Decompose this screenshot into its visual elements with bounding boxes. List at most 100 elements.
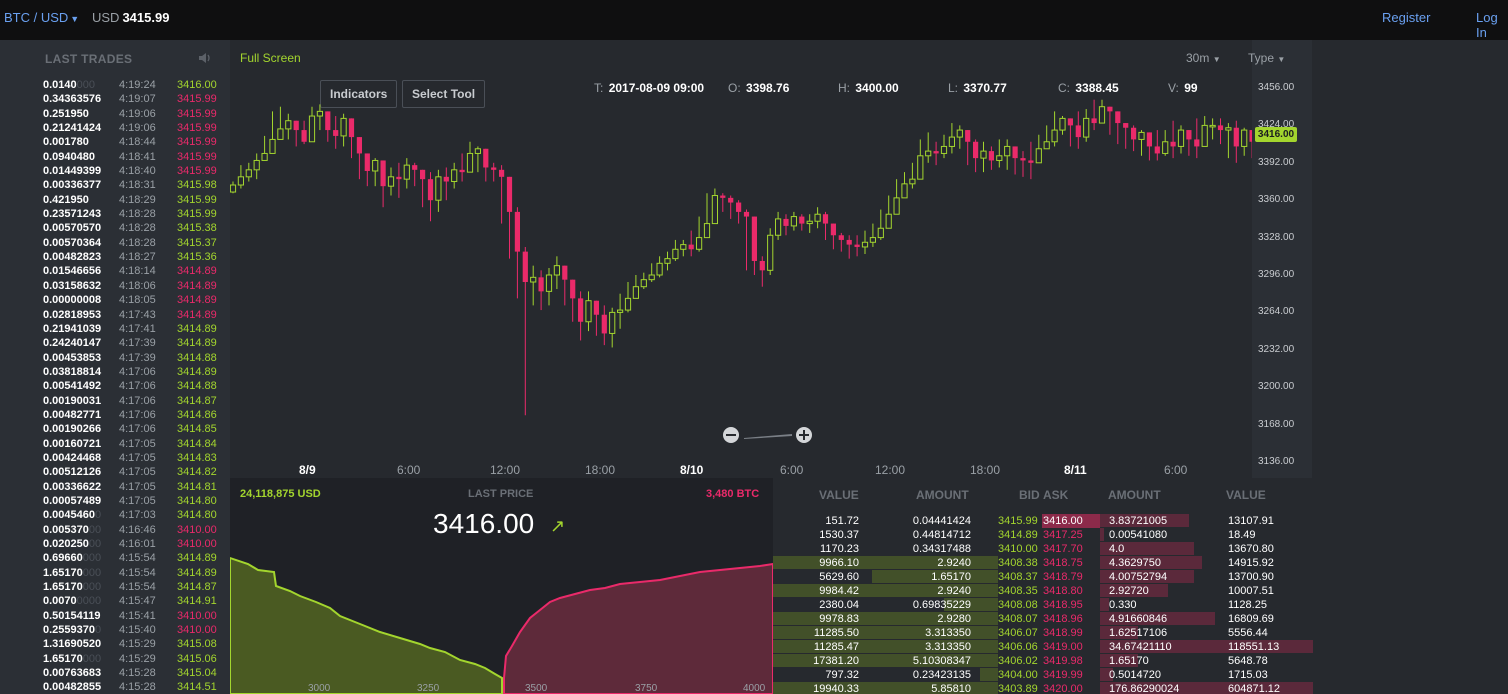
trade-time: 4:18:27 <box>119 251 156 264</box>
select-tool-button[interactable]: Select Tool <box>402 80 486 108</box>
candle-body <box>728 197 734 203</box>
zoom-slider[interactable] <box>720 426 820 444</box>
trade-amount: 0.00454600 <box>43 509 102 522</box>
trade-row: 0.21241424 4:19:06 3415.99 <box>0 121 230 135</box>
trade-amount-padding: 00 <box>88 538 102 550</box>
book-ask-price[interactable]: 3418.99 <box>1043 627 1083 639</box>
trade-price: 3414.89 <box>177 337 217 350</box>
trade-price: 3414.82 <box>177 466 217 479</box>
order-book-row[interactable]: 9984.42 2.9240 2.92720 10007.51 3408.35 3418.… <box>773 584 1313 598</box>
candle-body <box>1138 131 1145 140</box>
right-panel <box>1313 40 1508 694</box>
trade-row: 0.03158632 4:18:06 3414.89 <box>0 279 230 293</box>
trade-amount: 1.65170000 <box>43 566 102 579</box>
book-bid-amount: 2.9240 <box>937 557 971 569</box>
speaker-icon[interactable] <box>198 51 212 65</box>
candle-body <box>1209 124 1216 128</box>
candle-body <box>1162 141 1169 154</box>
order-book-row[interactable]: 1170.23 0.34317488 4.0 13670.80 3410.00 3417.… <box>773 542 1313 556</box>
candlestick-chart[interactable] <box>230 80 1252 460</box>
book-bid-price[interactable]: 3408.37 <box>998 571 1038 583</box>
book-ask-price[interactable]: 3416.00 <box>1042 514 1100 528</box>
book-ask-amount: 2.92720 <box>1109 585 1149 597</box>
book-ask-price[interactable]: 3418.75 <box>1043 557 1083 569</box>
login-link[interactable]: Log In <box>1476 10 1498 40</box>
book-bid-price[interactable]: 3403.89 <box>998 683 1038 694</box>
trade-row: 0.421950 4:18:29 3415.99 <box>0 193 230 207</box>
trade-time: 4:15:40 <box>119 624 156 637</box>
order-book-row[interactable]: 17381.20 5.10308347 1.65170 5648.78 3406.02 3… <box>773 654 1313 668</box>
order-book-row[interactable]: 5629.60 1.65170 4.00752794 13700.90 3408.37 3… <box>773 570 1313 584</box>
trade-time: 4:15:47 <box>119 595 156 608</box>
trade-amount: 0.001780 <box>43 136 89 149</box>
book-ask-value: 118551.13 <box>1228 641 1280 653</box>
book-bid-value: 11285.50 <box>813 627 859 639</box>
trade-time: 4:16:01 <box>119 538 156 550</box>
ohlc-high: H: 3400.00 <box>838 81 899 95</box>
book-ask-price[interactable]: 3417.25 <box>1043 529 1083 541</box>
order-book-row[interactable]: 797.32 0.23423135 0.5014720 1715.03 3404.00 3… <box>773 668 1313 682</box>
book-bid-price[interactable]: 3410.00 <box>998 543 1038 555</box>
candle-body <box>1098 106 1106 124</box>
book-bid-value: 9966.10 <box>819 557 859 569</box>
trade-time: 4:15:54 <box>119 566 156 579</box>
book-ask-price[interactable]: 3417.70 <box>1043 543 1083 555</box>
book-ask-price[interactable]: 3418.95 <box>1043 599 1083 611</box>
trade-amount: 0.00336622 <box>43 480 102 493</box>
trade-time: 4:17:06 <box>119 365 156 378</box>
candle-body <box>648 274 655 281</box>
trade-time: 4:18:40 <box>119 165 156 178</box>
candle-body <box>308 115 316 143</box>
last-trades-header: LAST TRADES <box>0 40 230 78</box>
trade-row: 0.0140000 4:19:24 3416.00 <box>0 78 230 92</box>
book-bid-price[interactable]: 3415.99 <box>998 515 1038 527</box>
y-tick-label: 3392.00 <box>1258 156 1295 168</box>
book-ask-price[interactable]: 3418.79 <box>1043 571 1083 583</box>
candle-body <box>1075 125 1081 138</box>
book-bid-price[interactable]: 3414.89 <box>998 529 1038 541</box>
trade-price: 3414.81 <box>177 480 217 493</box>
book-bid-price[interactable]: 3404.00 <box>998 669 1038 681</box>
book-bid-price[interactable]: 3408.35 <box>998 585 1038 597</box>
book-bid-price[interactable]: 3406.06 <box>998 641 1038 653</box>
book-bid-price[interactable]: 3406.02 <box>998 655 1038 667</box>
book-header-ask: ASK <box>1043 488 1069 502</box>
book-ask-price[interactable]: 3419.00 <box>1043 641 1083 653</box>
order-book-row[interactable]: 151.72 0.04441424 3.83721005 13107.91 3415.9… <box>773 514 1313 528</box>
order-book-row[interactable]: 2380.04 0.69835229 0.330 1128.25 3408.08 3418… <box>773 598 1313 612</box>
x-tick-label: 6:00 <box>1164 463 1188 477</box>
order-book-row[interactable]: 11285.47 3.313350 34.67421110 118551.13 3406… <box>773 640 1313 654</box>
ask-depth-bar <box>1100 514 1190 527</box>
book-bid-price[interactable]: 3406.07 <box>998 627 1038 639</box>
register-link[interactable]: Register <box>1382 10 1431 25</box>
book-bid-price[interactable]: 3408.07 <box>998 613 1038 625</box>
book-ask-price[interactable]: 3419.98 <box>1043 655 1083 667</box>
chart-type-selector[interactable]: Type ▼ <box>1248 51 1285 65</box>
indicators-button[interactable]: Indicators <box>320 80 398 108</box>
book-ask-price[interactable]: 3418.96 <box>1043 613 1083 625</box>
book-bid-price[interactable]: 3408.08 <box>998 599 1038 611</box>
trade-price: 3410.00 <box>177 538 217 550</box>
trade-time: 4:17:03 <box>119 509 156 522</box>
fullscreen-link[interactable]: Full Screen <box>240 51 301 65</box>
book-ask-price[interactable]: 3419.99 <box>1043 669 1083 681</box>
order-book-row[interactable]: 11285.50 3.313350 1.62517106 5556.44 3406.07… <box>773 626 1313 640</box>
trade-row: 0.00482823 4:18:27 3415.36 <box>0 250 230 264</box>
pair-selector[interactable]: BTC / USD ▼ <box>4 10 79 25</box>
order-book-row[interactable]: 9966.10 2.9240 4.3629750 14915.92 3408.38 341… <box>773 556 1313 570</box>
trade-amount: 0.00160721 <box>43 437 102 450</box>
book-ask-value: 16809.69 <box>1228 613 1274 625</box>
order-book-row[interactable]: 19940.33 5.85810 176.86290024 604871.12 3403… <box>773 682 1313 694</box>
trade-price: 3416.00 <box>177 79 217 91</box>
trade-row: 1.65170000 4:15:29 3415.06 <box>0 652 230 666</box>
book-ask-price[interactable]: 3418.80 <box>1043 585 1083 597</box>
depth-chart[interactable] <box>230 478 773 694</box>
ask-depth-bar <box>1100 598 1109 611</box>
book-ask-price[interactable]: 3420.00 <box>1043 683 1083 694</box>
trade-row: 0.00453853 4:17:39 3414.88 <box>0 351 230 365</box>
book-bid-price[interactable]: 3408.38 <box>998 557 1038 569</box>
candle-body <box>933 151 939 154</box>
timeframe-selector[interactable]: 30m ▼ <box>1186 51 1221 65</box>
order-book-row[interactable]: 9978.83 2.9280 4.91660846 16809.69 3408.07 34… <box>773 612 1313 626</box>
order-book-row[interactable]: 1530.37 0.44814712 0.00541080 18.49 3414.89 3… <box>773 528 1313 542</box>
